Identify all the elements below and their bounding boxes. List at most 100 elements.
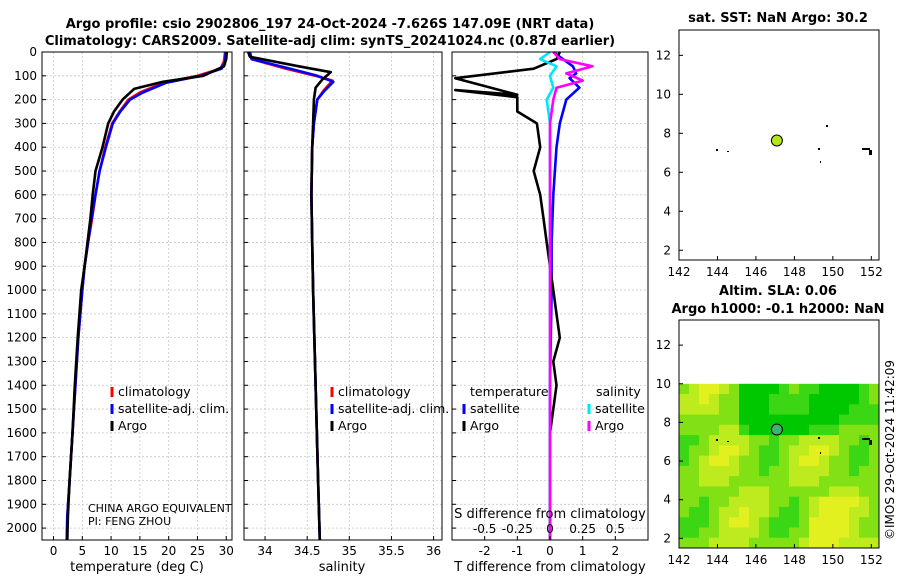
sla-heat-cell [719, 404, 730, 416]
sla-heat-cell [739, 404, 750, 416]
sla-heat-cell [869, 394, 880, 405]
sla-heat-cell [869, 424, 880, 436]
sla-heat-cell [679, 496, 690, 508]
sla-heat-cell [739, 537, 750, 549]
sla-heat-cell [819, 465, 830, 477]
sla-heat-cell [699, 537, 710, 549]
legend-temperature-title: temperature [470, 384, 549, 399]
sla-heat-cell [789, 435, 800, 446]
sla-heat-cell [849, 435, 860, 446]
sla-heat-cell [679, 455, 690, 467]
imos-watermark: ©IMOS 29-Oct-2024 11:42:09 [883, 360, 897, 540]
x-tick-label: 142 [668, 553, 691, 567]
sla-heat-cell [829, 394, 840, 405]
top-tick-label: 0.5 [606, 522, 625, 536]
sla-heat-cell [699, 435, 710, 446]
sla-heat-cell [809, 404, 820, 416]
sla-heat-cell [709, 517, 720, 528]
sla-heat-cell [839, 486, 850, 498]
sla-heat-cell [759, 476, 770, 487]
y-tick-label: 2000 [6, 521, 37, 535]
sla-heat-cell [769, 445, 780, 457]
legend-t-satellite-label: satellite [470, 401, 520, 416]
sla-heat-cell [809, 537, 820, 549]
sla-heat-cell [799, 486, 810, 498]
sla-heat-cell [719, 537, 730, 549]
sla-heat-cell [839, 455, 850, 467]
credit-line2: PI: FENG ZHOU [88, 515, 171, 528]
sla-heat-cell [719, 383, 730, 395]
island-speck [869, 150, 872, 155]
sla-heat-cell [699, 465, 710, 477]
sla-heat-cell [679, 506, 690, 518]
y-tick-label: 1000 [6, 283, 37, 297]
x-tick-label: 142 [668, 265, 691, 279]
sla-heat-cell [869, 527, 880, 539]
sla-heat-cell [749, 424, 760, 436]
sla-heat-cell [809, 517, 820, 528]
sla-heat-cell [699, 424, 710, 436]
sla-heat-cell [729, 455, 740, 467]
sla-heat-cell [859, 527, 870, 539]
sla-heat-cell [729, 383, 740, 395]
island-speck [862, 438, 870, 440]
sla-heat-cell [799, 537, 810, 549]
sla-heat-cell [869, 486, 880, 498]
sla-heat-cell [689, 486, 700, 498]
x-tick-label: 150 [821, 553, 844, 567]
sla-heat-cell [769, 414, 780, 426]
sla-heat-cell [829, 383, 840, 395]
sla-heat-cell [729, 424, 740, 436]
island-speck [716, 439, 718, 441]
y-tick-label: 800 [14, 235, 37, 249]
sla-heat-cell [779, 517, 790, 528]
sla-heat-cell [849, 537, 860, 549]
sla-heat-cell [739, 383, 750, 395]
sla-heat-cell [739, 496, 750, 508]
x-tick-label: 10 [103, 544, 118, 558]
sla-heat-cell [819, 517, 830, 528]
sla-heat-cell [719, 445, 730, 457]
sla-heat-cell [769, 404, 780, 416]
sla-heat-cell [749, 435, 760, 446]
top-tick-label: 0 [546, 522, 554, 536]
sla-heat-cell [779, 455, 790, 467]
sla-heat-cell [859, 383, 870, 395]
legend-s-argo-label: Argo [595, 418, 624, 433]
sla-heat-cell [779, 465, 790, 477]
y-tick-label: 900 [14, 259, 37, 273]
sla-heat-cell [779, 394, 790, 405]
sla-heat-cell [709, 537, 720, 549]
sla-heat-cell [679, 537, 690, 549]
y-tick-label: 0 [29, 45, 37, 59]
x-tick-label: 152 [860, 553, 883, 567]
y-tick-label: 600 [14, 188, 37, 202]
sla-heat-cell [809, 435, 820, 446]
sla-heat-cell [839, 506, 850, 518]
argo-float-marker [770, 423, 783, 436]
sla-heat-cell [729, 486, 740, 498]
difference-xlabel: T difference from climatology [453, 560, 646, 575]
sla-heat-cell [789, 414, 800, 426]
island-speck [818, 148, 820, 150]
sla-heat-cell [679, 414, 690, 426]
sla-heat-cell [799, 455, 810, 467]
sla-map-coastline [716, 437, 872, 454]
y-tick-label: 1100 [6, 307, 37, 321]
sla-heat-cell [689, 435, 700, 446]
sla-heat-cell [809, 527, 820, 539]
sla-heat-cell [809, 455, 820, 467]
sla-heat-cell [679, 517, 690, 528]
x-tick-label: 34 [257, 544, 272, 558]
sla-heat-cell [759, 527, 770, 539]
sla-heat-cell [699, 476, 710, 487]
series-line-argo [246, 51, 333, 541]
sla-heat-cell [859, 435, 870, 446]
sla-heat-cell [699, 394, 710, 405]
sla-heat-cell [799, 435, 810, 446]
sla-heat-cell [819, 537, 830, 549]
sla-heat-cell [739, 476, 750, 487]
sla-heat-cell [869, 435, 880, 446]
sla-heat-cell [839, 527, 850, 539]
salinity-xlabel: salinity [319, 560, 366, 575]
